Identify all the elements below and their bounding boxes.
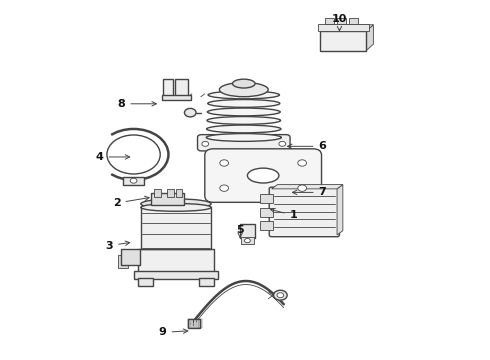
Bar [318, 24, 368, 31]
Bar [240, 224, 255, 238]
Bar [349, 18, 358, 24]
Text: 8: 8 [118, 99, 156, 109]
Bar [150, 193, 184, 204]
Circle shape [130, 178, 137, 183]
Circle shape [184, 108, 196, 117]
Bar [188, 319, 190, 328]
Bar [260, 208, 273, 216]
Circle shape [298, 160, 307, 166]
Bar [260, 221, 273, 230]
Text: 1: 1 [270, 208, 297, 220]
Ellipse shape [207, 125, 281, 133]
FancyBboxPatch shape [197, 135, 290, 151]
Ellipse shape [233, 79, 255, 88]
Text: 9: 9 [159, 327, 188, 337]
Polygon shape [337, 185, 343, 235]
FancyBboxPatch shape [205, 149, 321, 202]
Bar [162, 95, 191, 100]
Bar [194, 319, 196, 328]
FancyBboxPatch shape [269, 187, 340, 237]
Bar [196, 319, 199, 328]
Circle shape [273, 290, 287, 300]
Bar [134, 271, 219, 279]
Bar [260, 194, 273, 203]
Circle shape [107, 135, 160, 174]
Bar [325, 18, 334, 24]
Circle shape [277, 293, 284, 298]
Ellipse shape [208, 91, 279, 99]
Bar [123, 177, 144, 185]
Ellipse shape [247, 168, 279, 183]
Circle shape [220, 185, 228, 192]
Circle shape [202, 141, 209, 146]
Text: 10: 10 [332, 14, 347, 31]
Ellipse shape [207, 108, 280, 116]
Ellipse shape [141, 199, 211, 209]
Circle shape [279, 141, 286, 146]
Ellipse shape [207, 117, 281, 124]
Bar [122, 249, 140, 265]
Text: 2: 2 [113, 196, 149, 208]
Bar [191, 319, 193, 328]
Bar [168, 189, 174, 197]
Bar [138, 278, 153, 285]
Bar [175, 79, 188, 97]
Bar [154, 189, 161, 197]
Circle shape [298, 185, 307, 192]
Ellipse shape [206, 134, 281, 141]
Text: 3: 3 [105, 240, 130, 251]
Bar [320, 31, 366, 51]
Bar [176, 189, 182, 197]
Ellipse shape [220, 82, 268, 97]
Polygon shape [366, 25, 373, 51]
Bar [337, 18, 346, 24]
Text: 5: 5 [236, 225, 244, 238]
Polygon shape [320, 25, 373, 31]
Polygon shape [271, 185, 343, 189]
Bar [138, 249, 214, 272]
Bar [241, 238, 254, 244]
Bar [118, 255, 128, 267]
Text: 7: 7 [293, 188, 326, 197]
Bar [141, 207, 211, 249]
Bar [199, 319, 202, 328]
Bar [163, 79, 173, 97]
Circle shape [98, 129, 169, 180]
Bar [188, 319, 200, 328]
Circle shape [245, 238, 250, 243]
Text: 6: 6 [288, 141, 326, 151]
Ellipse shape [141, 203, 211, 211]
Text: 4: 4 [96, 152, 130, 162]
Circle shape [220, 160, 228, 166]
Ellipse shape [208, 100, 280, 107]
Bar [199, 278, 214, 285]
